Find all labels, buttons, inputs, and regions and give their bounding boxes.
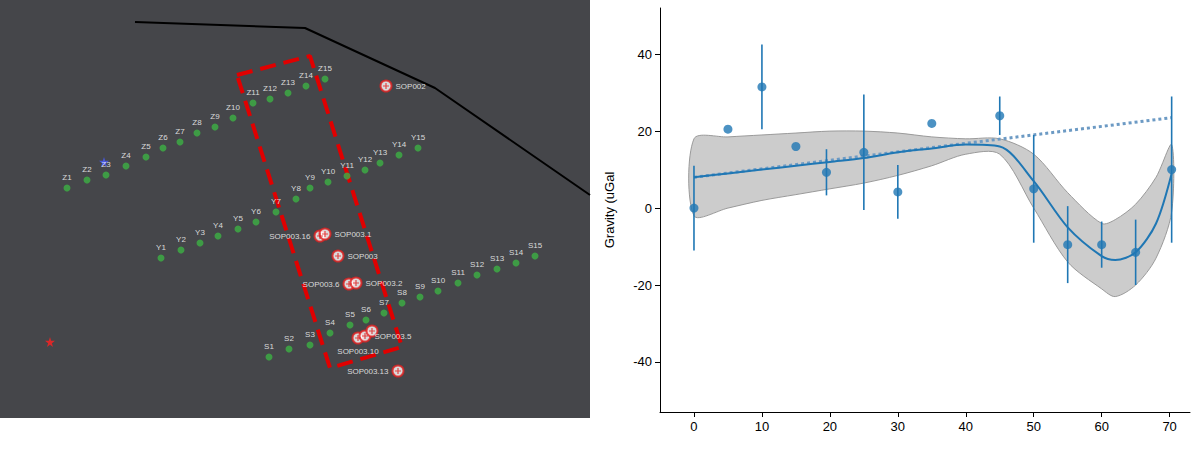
svg-text:Y10: Y10 — [321, 167, 336, 176]
svg-text:S2: S2 — [284, 334, 294, 343]
svg-text:SOP003.1: SOP003.1 — [335, 230, 372, 239]
svg-text:Z12: Z12 — [263, 84, 277, 93]
svg-text:Z4: Z4 — [121, 151, 131, 160]
svg-text:SOP003: SOP003 — [348, 252, 379, 261]
svg-text:Y12: Y12 — [358, 155, 373, 164]
svg-text:S5: S5 — [345, 310, 355, 319]
svg-text:70: 70 — [1162, 419, 1176, 434]
svg-text:Y2: Y2 — [176, 235, 186, 244]
svg-text:S12: S12 — [470, 260, 485, 269]
svg-text:SOP003.16: SOP003.16 — [269, 232, 311, 241]
svg-text:S4: S4 — [325, 318, 335, 327]
svg-text:60: 60 — [1094, 419, 1108, 434]
svg-text:Z11: Z11 — [246, 88, 260, 97]
svg-text:Z1: Z1 — [62, 173, 72, 182]
svg-text:Z2: Z2 — [82, 165, 92, 174]
svg-text:Y15: Y15 — [411, 133, 426, 142]
svg-text:S1: S1 — [264, 342, 274, 351]
svg-text:Y5: Y5 — [233, 214, 243, 223]
svg-text:SOP002: SOP002 — [396, 82, 427, 91]
svg-text:S7: S7 — [379, 298, 389, 307]
svg-text:S3: S3 — [305, 330, 315, 339]
svg-text:S8: S8 — [397, 288, 407, 297]
svg-text:SOP003.6: SOP003.6 — [303, 280, 340, 289]
svg-text:Z13: Z13 — [281, 78, 295, 87]
svg-text:Z7: Z7 — [175, 127, 185, 136]
svg-text:SOP003.2: SOP003.2 — [366, 279, 403, 288]
svg-text:Z10: Z10 — [226, 103, 240, 112]
svg-text:0: 0 — [645, 201, 652, 216]
svg-text:SOP003.5: SOP003.5 — [375, 332, 412, 341]
svg-text:SOP003.10: SOP003.10 — [337, 347, 379, 356]
svg-text:10: 10 — [755, 419, 769, 434]
svg-text:20: 20 — [823, 419, 837, 434]
svg-text:Y4: Y4 — [213, 221, 223, 230]
svg-text:Y6: Y6 — [251, 207, 261, 216]
svg-text:Y1: Y1 — [156, 243, 166, 252]
svg-text:Y9: Y9 — [305, 173, 315, 182]
svg-text:Z6: Z6 — [158, 133, 168, 142]
svg-text:20: 20 — [638, 124, 652, 139]
svg-text:Y13: Y13 — [373, 148, 388, 157]
svg-text:Y3: Y3 — [195, 228, 205, 237]
svg-text:Y7: Y7 — [271, 197, 281, 206]
svg-text:Z14: Z14 — [299, 71, 313, 80]
svg-text:-40: -40 — [633, 354, 652, 369]
svg-text:S14: S14 — [509, 248, 524, 257]
svg-text:S15: S15 — [528, 241, 543, 250]
svg-text:Z8: Z8 — [192, 118, 202, 127]
svg-text:Y14: Y14 — [392, 140, 407, 149]
svg-text:Z9: Z9 — [210, 112, 220, 121]
svg-text:Z5: Z5 — [141, 142, 151, 151]
svg-text:S13: S13 — [490, 254, 505, 263]
svg-text:Gravity (uGal: Gravity (uGal — [602, 172, 617, 249]
svg-text:S9: S9 — [415, 282, 425, 291]
svg-text:0: 0 — [690, 419, 697, 434]
svg-text:40: 40 — [959, 419, 973, 434]
svg-text:Z3: Z3 — [101, 160, 111, 169]
svg-text:Y8: Y8 — [291, 184, 301, 193]
svg-text:S11: S11 — [451, 268, 465, 277]
svg-text:30: 30 — [891, 419, 905, 434]
svg-text:-20: -20 — [633, 278, 652, 293]
svg-text:SOP003.13: SOP003.13 — [347, 367, 389, 376]
svg-text:Y11: Y11 — [340, 161, 354, 170]
svg-text:S10: S10 — [431, 276, 446, 285]
svg-text:40: 40 — [638, 47, 652, 62]
svg-text:S6: S6 — [361, 305, 371, 314]
svg-text:Z15: Z15 — [318, 64, 332, 73]
svg-text:50: 50 — [1026, 419, 1040, 434]
